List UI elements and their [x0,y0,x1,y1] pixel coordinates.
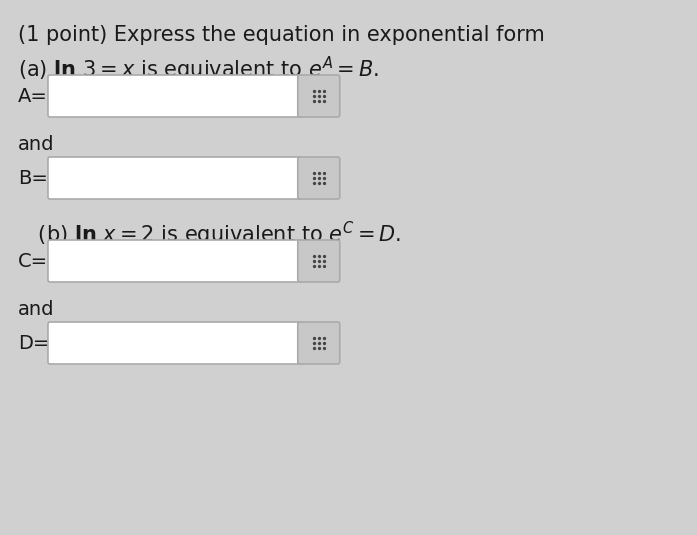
FancyBboxPatch shape [298,240,339,282]
Text: A=: A= [18,87,48,105]
Text: and: and [18,300,54,319]
FancyBboxPatch shape [298,75,339,117]
Text: (1 point) Express the equation in exponential form: (1 point) Express the equation in expone… [18,25,545,45]
FancyBboxPatch shape [298,157,339,199]
Text: (b) $\mathbf{ln}\ x = 2$ is equivalent to $e^{C} = D$.: (b) $\mathbf{ln}\ x = 2$ is equivalent t… [18,220,401,249]
FancyBboxPatch shape [298,322,339,364]
Text: and: and [18,135,54,154]
Text: B=: B= [18,169,48,187]
Text: (a) $\mathbf{ln}\ 3 = x$ is equivalent to $e^{A} = B$.: (a) $\mathbf{ln}\ 3 = x$ is equivalent t… [18,55,379,84]
Text: C=: C= [18,251,48,271]
FancyBboxPatch shape [48,240,302,282]
FancyBboxPatch shape [48,157,302,199]
Text: D=: D= [18,333,49,353]
FancyBboxPatch shape [48,75,302,117]
FancyBboxPatch shape [48,322,302,364]
